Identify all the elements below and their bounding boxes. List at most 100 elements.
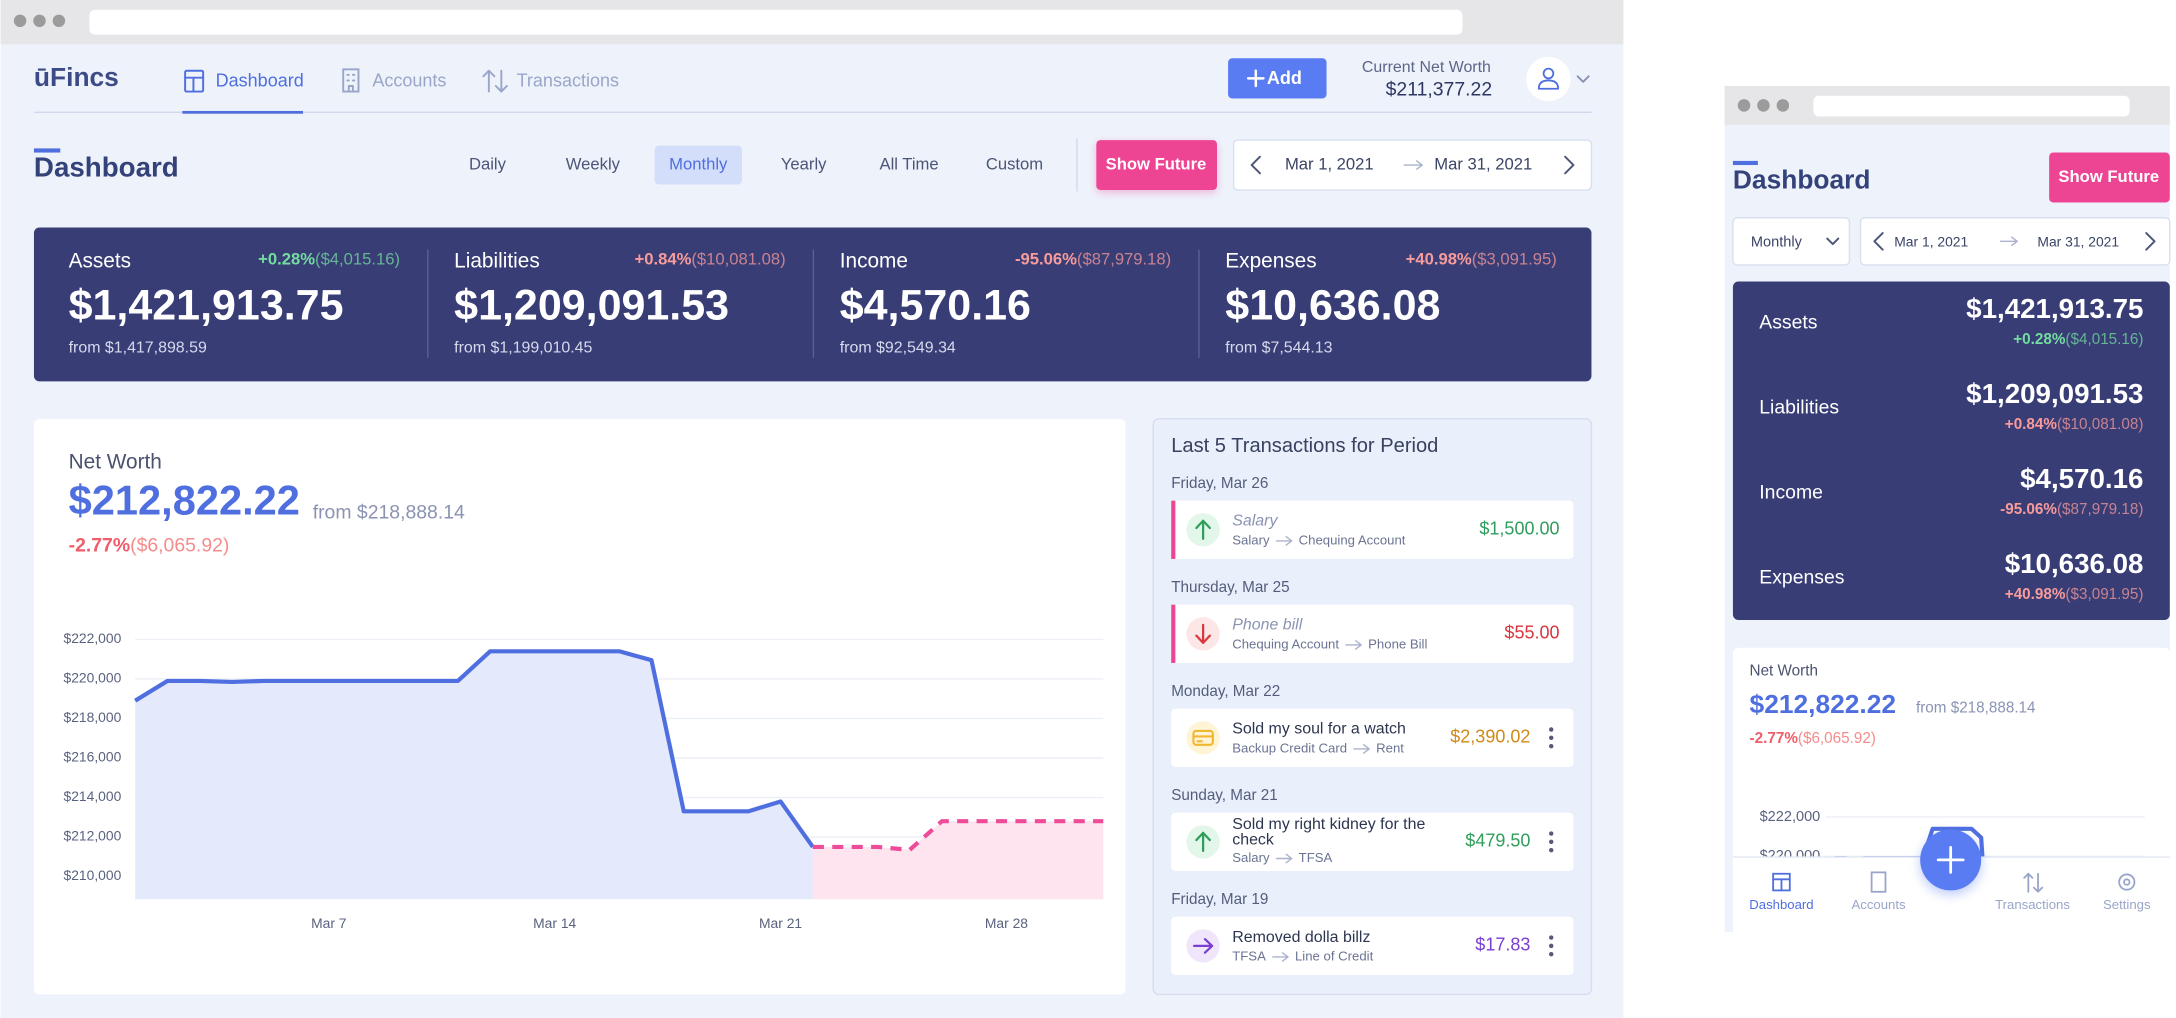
summary-change: +0.28%($4,015.16) <box>258 250 400 269</box>
row-menu-dot <box>1549 847 1554 853</box>
mobile-end-date: Mar 31, 2021 <box>2037 233 2119 249</box>
logo: ūFincs <box>34 62 119 92</box>
mobile-summary-change-part: ($10,081.08) <box>2057 416 2143 433</box>
row-menu-dot <box>1549 727 1554 732</box>
net-worth-change: -2.77%($6,065.92) <box>69 535 230 557</box>
title-accent <box>33 148 61 153</box>
period-button[interactable]: Yearly <box>781 154 827 173</box>
net-worth-change-part: ($6,065.92) <box>130 535 229 557</box>
y-tick-label: $222,000 <box>64 630 122 646</box>
fab-plus <box>1936 846 1965 874</box>
date-next <box>1564 155 1575 175</box>
summary-change-part: +0.28% <box>258 250 315 269</box>
nav-icon <box>1772 878 1791 892</box>
description-line: check <box>1232 832 1274 849</box>
start-date: Mar 1, 2021 <box>1285 154 1374 173</box>
page-title: Dashboard <box>34 152 179 183</box>
x-tick-label: Mar 7 <box>311 915 347 931</box>
mobile-summary-change: +0.84%($10,081.08) <box>2005 416 2144 433</box>
show-future-button[interactable] <box>1096 140 1217 191</box>
net-worth-title: Net Worth <box>69 451 162 474</box>
mobile-summary-change: +40.98%($3,091.95) <box>2005 586 2144 603</box>
mobile-start-date: Mar 1, 2021 <box>1894 233 1968 249</box>
nav-tab[interactable]: Dashboard <box>216 71 304 91</box>
mobile-nav-label[interactable]: Accounts <box>1851 897 1906 912</box>
x-tick-label: Mar 28 <box>985 915 1028 931</box>
scheduled-accent <box>1171 500 1176 559</box>
mobile-net-worth-amount: $212,822.22 <box>1750 689 1896 719</box>
transaction-row[interactable] <box>1171 604 1574 663</box>
arrow-icon <box>1195 519 1211 540</box>
mobile-summary-change: +0.28%($4,015.16) <box>2013 331 2143 348</box>
mobile-summary-value: $4,570.16 <box>2020 463 2143 494</box>
transaction-amount: $17.83 <box>1475 935 1530 955</box>
add-button[interactable] <box>1228 58 1327 99</box>
arrow-icon <box>1192 938 1214 954</box>
arrow-icon <box>1195 831 1211 852</box>
end-date: Mar 31, 2021 <box>1434 154 1532 173</box>
transaction-row[interactable] <box>1171 708 1574 767</box>
tab-icon <box>342 68 360 93</box>
period-button[interactable]: Daily <box>469 154 507 173</box>
line <box>134 649 815 849</box>
net-worth-from: from $218,888.14 <box>313 501 465 523</box>
summary-change-part: ($10,081.08) <box>691 250 785 269</box>
transaction-row[interactable] <box>1171 916 1574 976</box>
summary-change: +0.84%($10,081.08) <box>635 250 786 269</box>
add-button-label: Add <box>1267 68 1302 88</box>
nav-tab[interactable]: Transactions <box>517 71 619 91</box>
summary-from: from $92,549.34 <box>840 339 956 356</box>
mobile-summary-label: Income <box>1759 481 1823 503</box>
avatar-head <box>1542 67 1555 80</box>
transaction-row[interactable] <box>1171 500 1574 559</box>
period-button[interactable]: Monthly <box>669 154 728 173</box>
date-prev <box>1250 155 1261 175</box>
period-button[interactable]: All Time <box>880 154 939 173</box>
mobile-nav-label[interactable]: Transactions <box>1995 897 2070 912</box>
mobile-summary-value: $1,421,913.75 <box>1966 293 2143 324</box>
transaction-amount: $479.50 <box>1465 831 1530 851</box>
period-active-bg <box>654 145 742 185</box>
summary-from: from $1,417,898.59 <box>69 339 207 356</box>
transaction-row[interactable] <box>1171 812 1574 871</box>
description-line: Sold my right kidney for the <box>1232 816 1425 833</box>
window-dot <box>52 14 66 28</box>
mobile-summary-change-part: +40.98% <box>2005 586 2066 603</box>
y-tick-label: $222,000 <box>1760 809 1821 825</box>
summary-value: $4,570.16 <box>840 281 1031 329</box>
mobile-summary-label: Assets <box>1759 311 1817 333</box>
arrow-stroke <box>1195 519 1211 540</box>
mobile-summary-change-part: ($3,091.95) <box>2065 586 2143 603</box>
mobile-nav-label[interactable]: Settings <box>2103 897 2151 912</box>
date-arrow <box>1403 160 1423 170</box>
summary-from: from $1,199,010.45 <box>454 339 592 356</box>
tab-icon <box>482 69 508 93</box>
arrow-stroke <box>1195 831 1211 852</box>
net-worth-label: Current Net Worth <box>1362 59 1491 76</box>
nav-tab[interactable]: Accounts <box>372 71 446 91</box>
row-menu-dot <box>1549 735 1554 741</box>
period-button[interactable]: Weekly <box>566 154 621 173</box>
transaction-arrow <box>1272 952 1289 962</box>
summary-change: +40.98%($3,091.95) <box>1406 250 1557 269</box>
mobile-summary-change-part: ($87,979.18) <box>2057 501 2143 518</box>
mobile-show-future[interactable] <box>2049 152 2170 203</box>
mobile-net-worth-title: Net Worth <box>1750 662 1818 679</box>
mobile-period: Monthly <box>1751 235 1803 251</box>
transaction-to: TFSA <box>1299 850 1333 865</box>
card-icon <box>1192 729 1214 746</box>
summary-change-part: -95.06% <box>1015 250 1077 269</box>
mobile-period-select[interactable] <box>1732 217 1851 266</box>
mobile-show-future-label: Show Future <box>2058 167 2159 186</box>
period-button[interactable]: Custom <box>986 154 1043 173</box>
mobile-nav-label[interactable]: Dashboard <box>1749 897 1813 912</box>
mobile-summary-value: $1,209,091.53 <box>1966 378 2143 409</box>
transaction-description: Removed dolla billz <box>1232 929 1370 946</box>
mobile-summary-change: -95.06%($87,979.18) <box>2000 501 2143 518</box>
area <box>135 651 813 900</box>
transaction-date: Monday, Mar 22 <box>1171 683 1280 700</box>
transaction-description: Salary <box>1232 513 1278 530</box>
nav-icon <box>2118 873 2136 891</box>
